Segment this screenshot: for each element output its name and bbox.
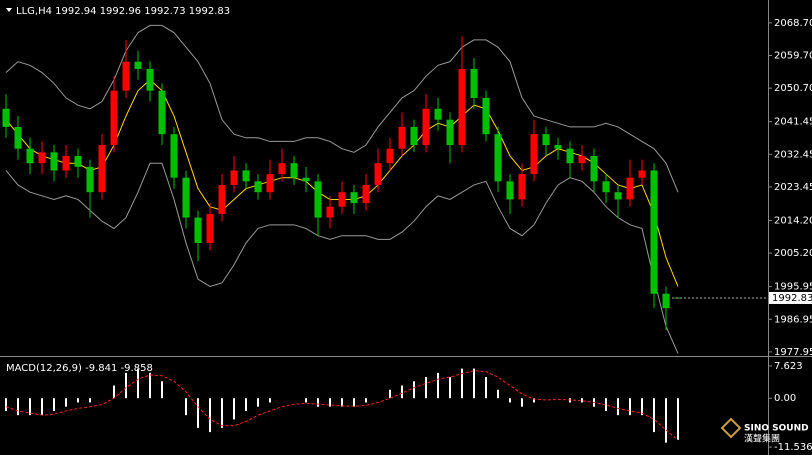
- candle-body: [338, 192, 346, 207]
- signal-line: [5, 370, 679, 441]
- candle-body: [386, 148, 394, 164]
- candle-body: [74, 155, 82, 167]
- candle-body: [626, 177, 634, 200]
- indicator-line: [5, 162, 679, 354]
- y-tick-label: 1986.95: [774, 314, 812, 325]
- close: 1992.83: [189, 6, 230, 17]
- candle-body: [446, 119, 454, 146]
- candle-body: [302, 177, 310, 182]
- candle-body: [170, 134, 178, 178]
- logo-name: SINO SOUND: [744, 424, 809, 434]
- y-tick-label: 0.00: [774, 393, 796, 404]
- low: 1992.73: [144, 6, 185, 17]
- candle-body: [470, 68, 478, 98]
- candle-body: [254, 181, 262, 193]
- logo: SINO SOUND 漢聲集團: [720, 417, 809, 445]
- candle-body: [206, 213, 214, 243]
- candle-body: [290, 163, 298, 178]
- price-label-bg: [769, 291, 812, 304]
- candle-body: [26, 148, 34, 164]
- symbol: LLG,H4: [16, 6, 52, 17]
- candle-body: [482, 97, 490, 135]
- y-tick-label: 2068.70: [774, 18, 812, 29]
- candle-body: [434, 108, 442, 120]
- y-tick-label: 2050.70: [774, 83, 812, 94]
- candle-body: [374, 163, 382, 185]
- y-tick-label: 2023.45: [774, 182, 812, 193]
- candle-body: [350, 192, 358, 204]
- current-price: 1992.83: [772, 293, 812, 304]
- candle-body: [662, 293, 670, 309]
- candle-body: [50, 152, 58, 171]
- menu-arrow: [6, 8, 12, 12]
- candle-body: [146, 68, 154, 91]
- candle-body: [194, 217, 202, 243]
- chart-title: LLG,H4 1992.94 1992.96 1992.73 1992.83: [16, 6, 230, 17]
- candle-body: [326, 206, 334, 218]
- candle-body: [410, 126, 418, 146]
- y-tick-label: 2059.70: [774, 50, 812, 61]
- candle-body: [62, 155, 70, 171]
- open: 1992.94: [55, 6, 96, 17]
- candle-body: [362, 184, 370, 204]
- candle-body: [398, 126, 406, 149]
- signal-value: -9.858: [121, 363, 153, 374]
- candle-body: [122, 61, 130, 91]
- candle-body: [650, 170, 658, 294]
- candle-body: [86, 166, 94, 193]
- candle-body: [182, 177, 190, 218]
- macd-value: -9.841: [85, 363, 117, 374]
- candle-body: [14, 126, 22, 149]
- y-tick-label: 1995.95: [774, 282, 812, 293]
- candle-body: [494, 134, 502, 182]
- candle-body: [614, 192, 622, 200]
- macd-title: MACD(12,26,9) -9.841 -9.858: [6, 363, 153, 374]
- candle-body: [566, 148, 574, 164]
- candle-body: [266, 174, 274, 193]
- candle-body: [242, 170, 250, 182]
- candle-body: [158, 90, 166, 135]
- y-tick-label: 2014.20: [774, 215, 812, 226]
- candle-body: [542, 134, 550, 146]
- candle-body: [98, 145, 106, 193]
- logo-icon: [720, 417, 742, 439]
- y-tick-label: -11.536: [774, 442, 812, 453]
- indicator-line: [5, 24, 679, 193]
- candle-body: [590, 155, 598, 182]
- candle-body: [518, 174, 526, 200]
- candle-body: [506, 181, 514, 200]
- candle-body: [38, 152, 46, 164]
- candle-body: [602, 181, 610, 193]
- logo-chinese: 漢聲集團: [744, 433, 780, 445]
- macd-name: MACD(12,26,9): [6, 363, 82, 374]
- candle-body: [110, 90, 118, 146]
- candle-body: [134, 61, 142, 69]
- y-tick-label: 7.623: [774, 361, 803, 372]
- candle-body: [314, 181, 322, 218]
- candle-body: [278, 163, 286, 175]
- candle-body: [578, 155, 586, 164]
- y-tick-label: 2005.20: [774, 248, 812, 259]
- y-tick-label: 2041.45: [774, 117, 812, 128]
- high: 1992.96: [100, 6, 141, 17]
- y-tick-label: 1977.95: [774, 347, 812, 358]
- candle-body: [218, 184, 226, 214]
- candle-body: [458, 68, 466, 146]
- y-tick-label: 2032.45: [774, 149, 812, 160]
- candle-body: [554, 145, 562, 149]
- candle-body: [422, 108, 430, 146]
- candle-body: [2, 108, 10, 127]
- candle-body: [638, 170, 646, 178]
- candle-body: [530, 134, 538, 175]
- candle-body: [230, 170, 238, 185]
